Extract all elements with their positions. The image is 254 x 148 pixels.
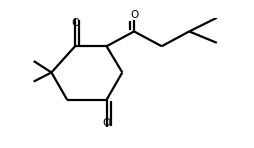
Text: O: O: [71, 18, 79, 28]
Text: O: O: [130, 11, 138, 20]
Text: O: O: [102, 118, 111, 128]
